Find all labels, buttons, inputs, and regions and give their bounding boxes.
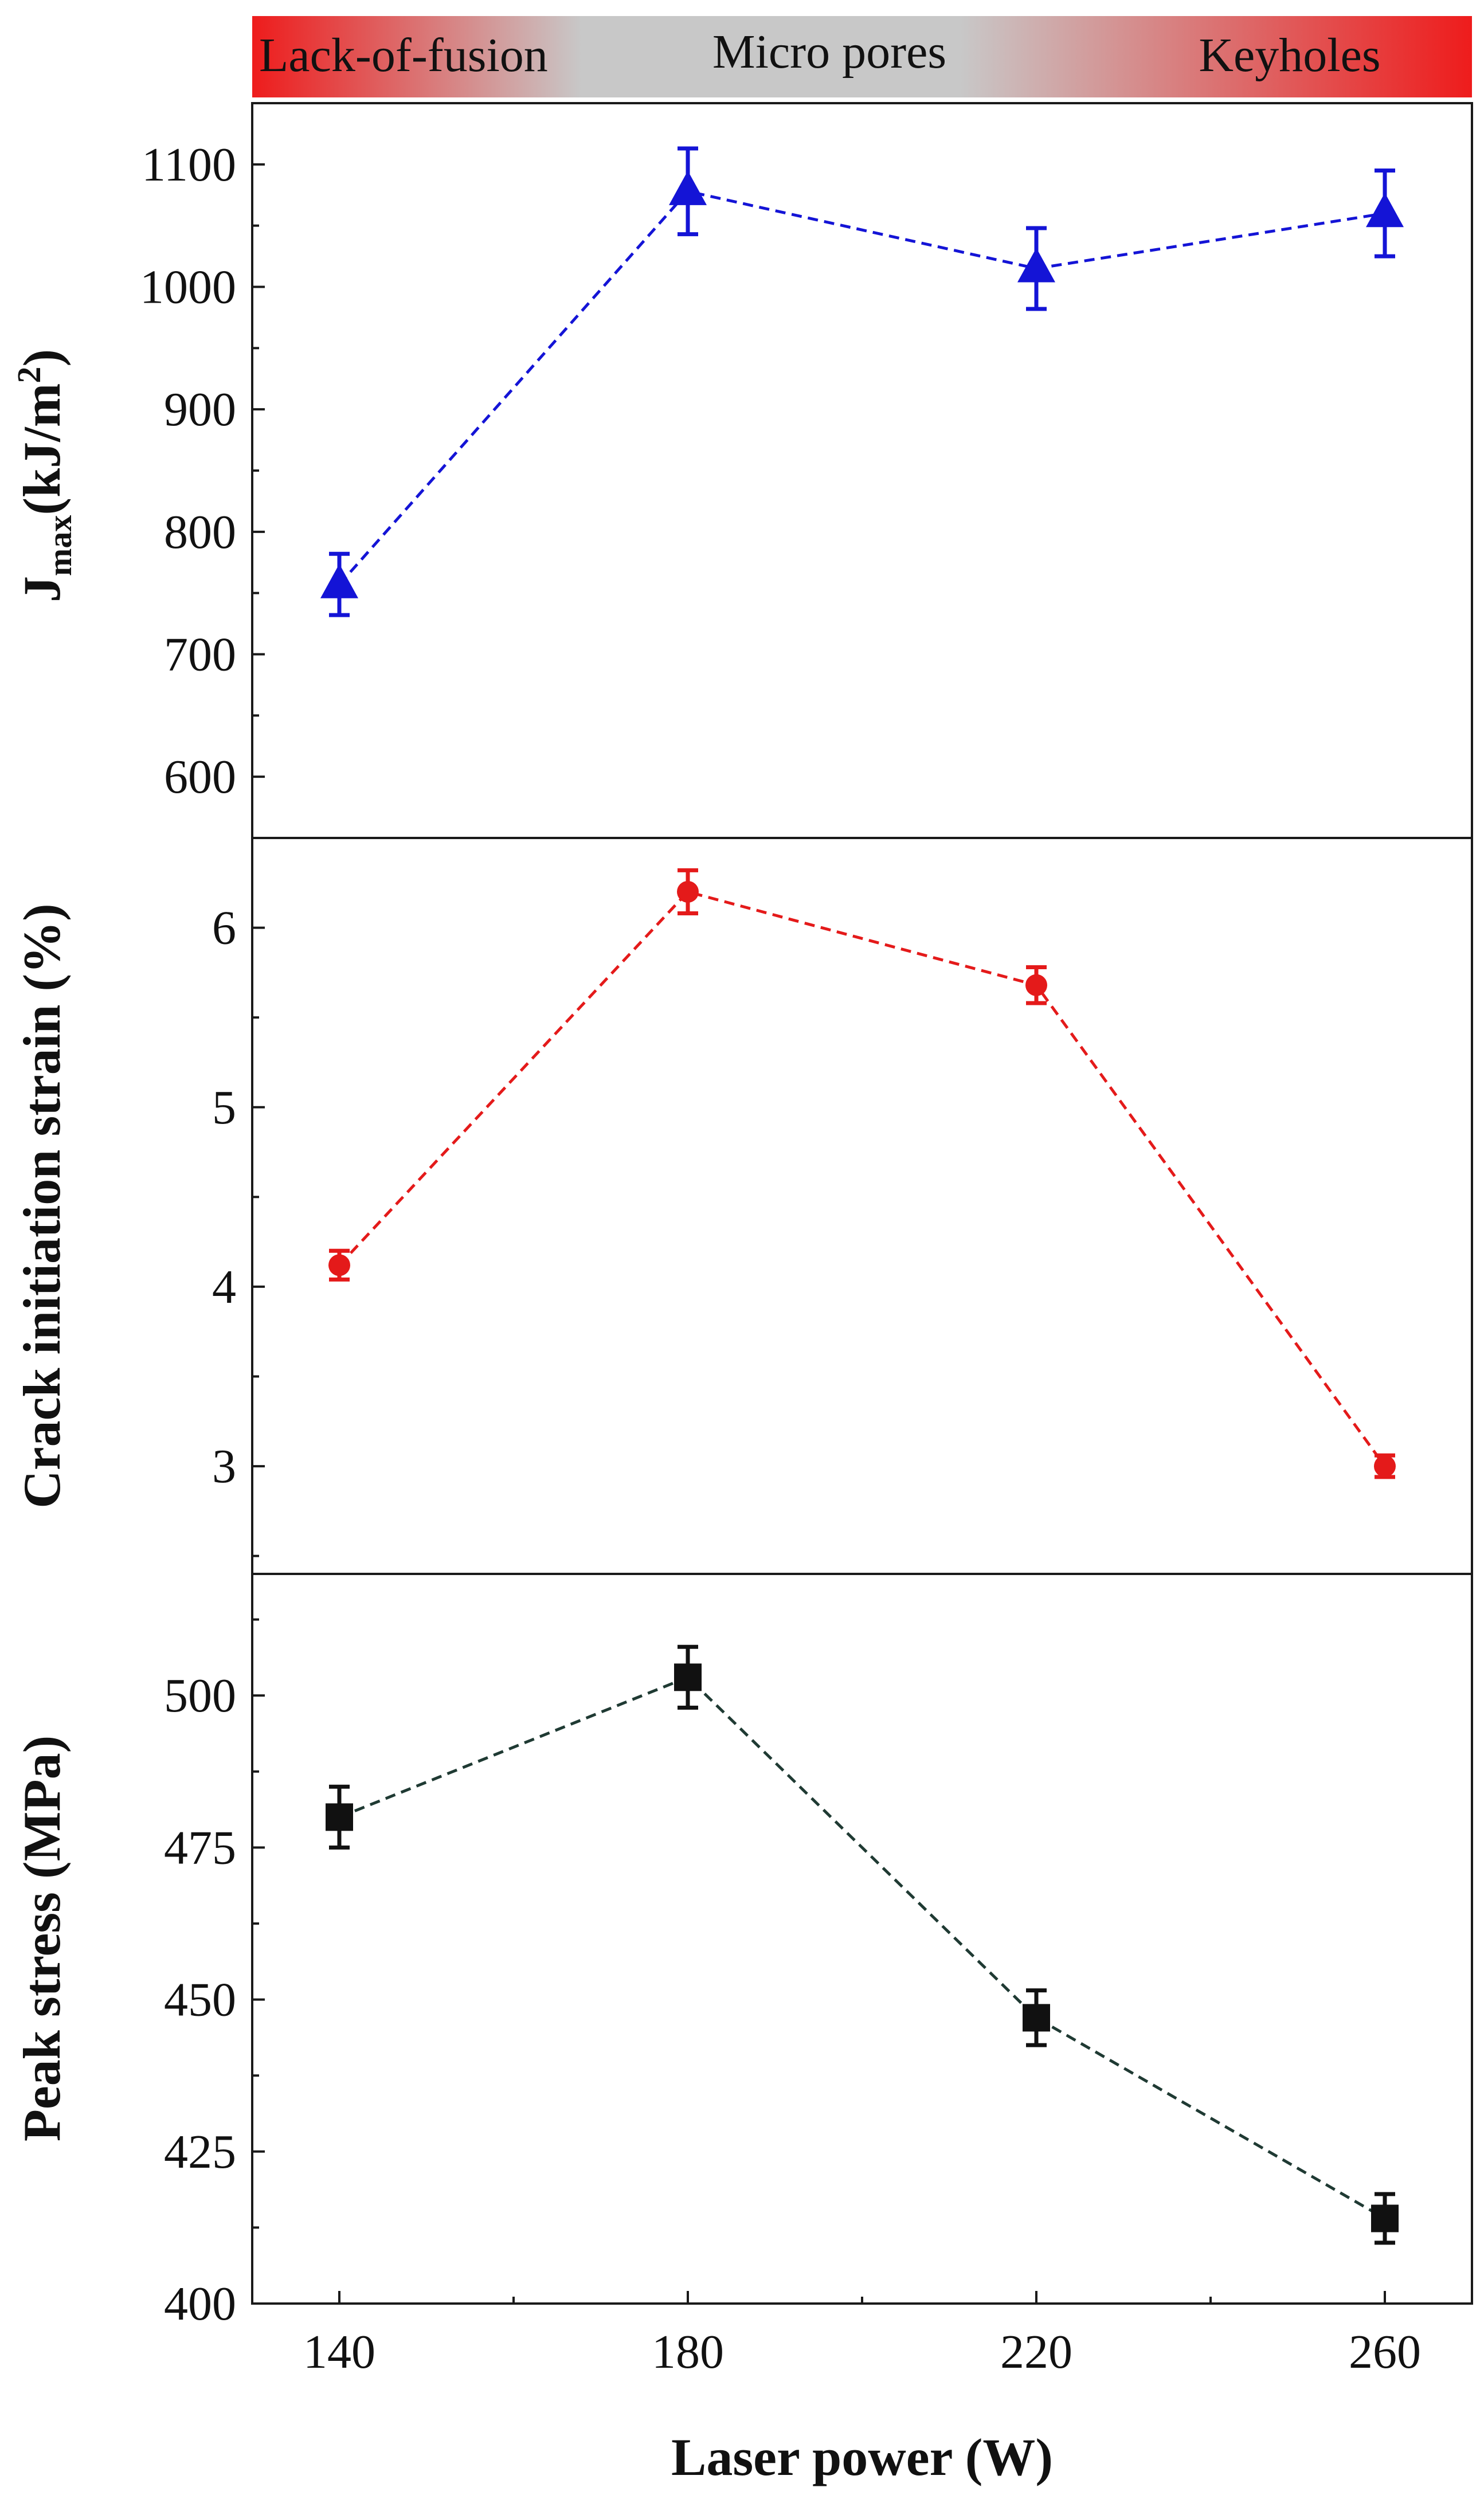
data-point-circle — [1374, 1455, 1396, 1478]
y-tick-label: 700 — [164, 628, 236, 681]
y-tick-label: 5 — [212, 1081, 236, 1134]
data-point-square — [1371, 2204, 1399, 2232]
panel-peak-stress-frame — [251, 1573, 1473, 2305]
data-point-circle — [328, 1254, 350, 1276]
y-tick-label: 1100 — [142, 138, 236, 191]
panel-crack-strain: 3 4 5 6 Crack initiation strain (%) — [13, 837, 1396, 1557]
regime-label-keyholes: Keyholes — [1199, 29, 1380, 82]
data-point-square — [1023, 2004, 1050, 2032]
panel-peak-stress: 400 425 450 475 500 Peak stress (MPa) — [13, 1618, 1399, 2330]
y-tick-label: 3 — [212, 1440, 236, 1493]
panel-crack-strain-frame — [251, 837, 1473, 1575]
x-tick-label: 260 — [1349, 2325, 1421, 2379]
data-point-square — [674, 1663, 702, 1691]
y-tick-label: 450 — [164, 1973, 236, 2027]
data-point-triangle — [1366, 193, 1404, 228]
y-tick-label: 600 — [164, 750, 236, 804]
regime-band — [252, 16, 1472, 97]
x-axis-title: Laser power (W) — [671, 2428, 1053, 2486]
data-point-square — [326, 1803, 353, 1831]
x-tick-label: 220 — [1000, 2325, 1072, 2379]
crack-strain-series-line — [338, 890, 1387, 1467]
x-axis: 140 180 220 260 — [303, 2291, 1421, 2379]
y-tick-label: 475 — [164, 1821, 236, 1874]
data-point-triangle — [320, 563, 358, 598]
y-tick-label: 400 — [164, 2277, 236, 2330]
data-point-circle — [677, 880, 699, 903]
panel-jmax: 600 700 800 900 1000 1100 Jmax(kJ/m2) — [10, 102, 1404, 839]
y-tick-label: 800 — [164, 506, 236, 559]
y-tick-label: 4 — [212, 1260, 236, 1314]
y-axis-title-jmax: Jmax(kJ/m2) — [10, 349, 79, 602]
regime-label-lack-of-fusion: Lack-of-fusion — [259, 29, 548, 82]
y-tick-label: 1000 — [140, 261, 236, 314]
x-tick-label: 180 — [652, 2325, 724, 2379]
data-point-triangle — [669, 170, 707, 205]
y-tick-label: 425 — [164, 2125, 236, 2179]
panel-jmax-frame — [251, 102, 1473, 839]
regime-label-micro-pores: Micro pores — [712, 25, 946, 79]
y-axis-title-peak-stress: Peak stress (MPa) — [13, 1736, 71, 2142]
data-point-triangle — [1017, 248, 1055, 283]
data-point-circle — [1025, 974, 1047, 996]
jmax-series-line — [338, 190, 1385, 586]
peak-stress-series-line — [339, 1675, 1386, 2220]
x-tick-label: 140 — [303, 2325, 375, 2379]
y-tick-label: 500 — [164, 1669, 236, 1722]
y-axis-title-crack-strain: Crack initiation strain (%) — [13, 903, 71, 1508]
y-tick-label: 900 — [164, 383, 236, 436]
y-tick-label: 6 — [212, 902, 236, 955]
